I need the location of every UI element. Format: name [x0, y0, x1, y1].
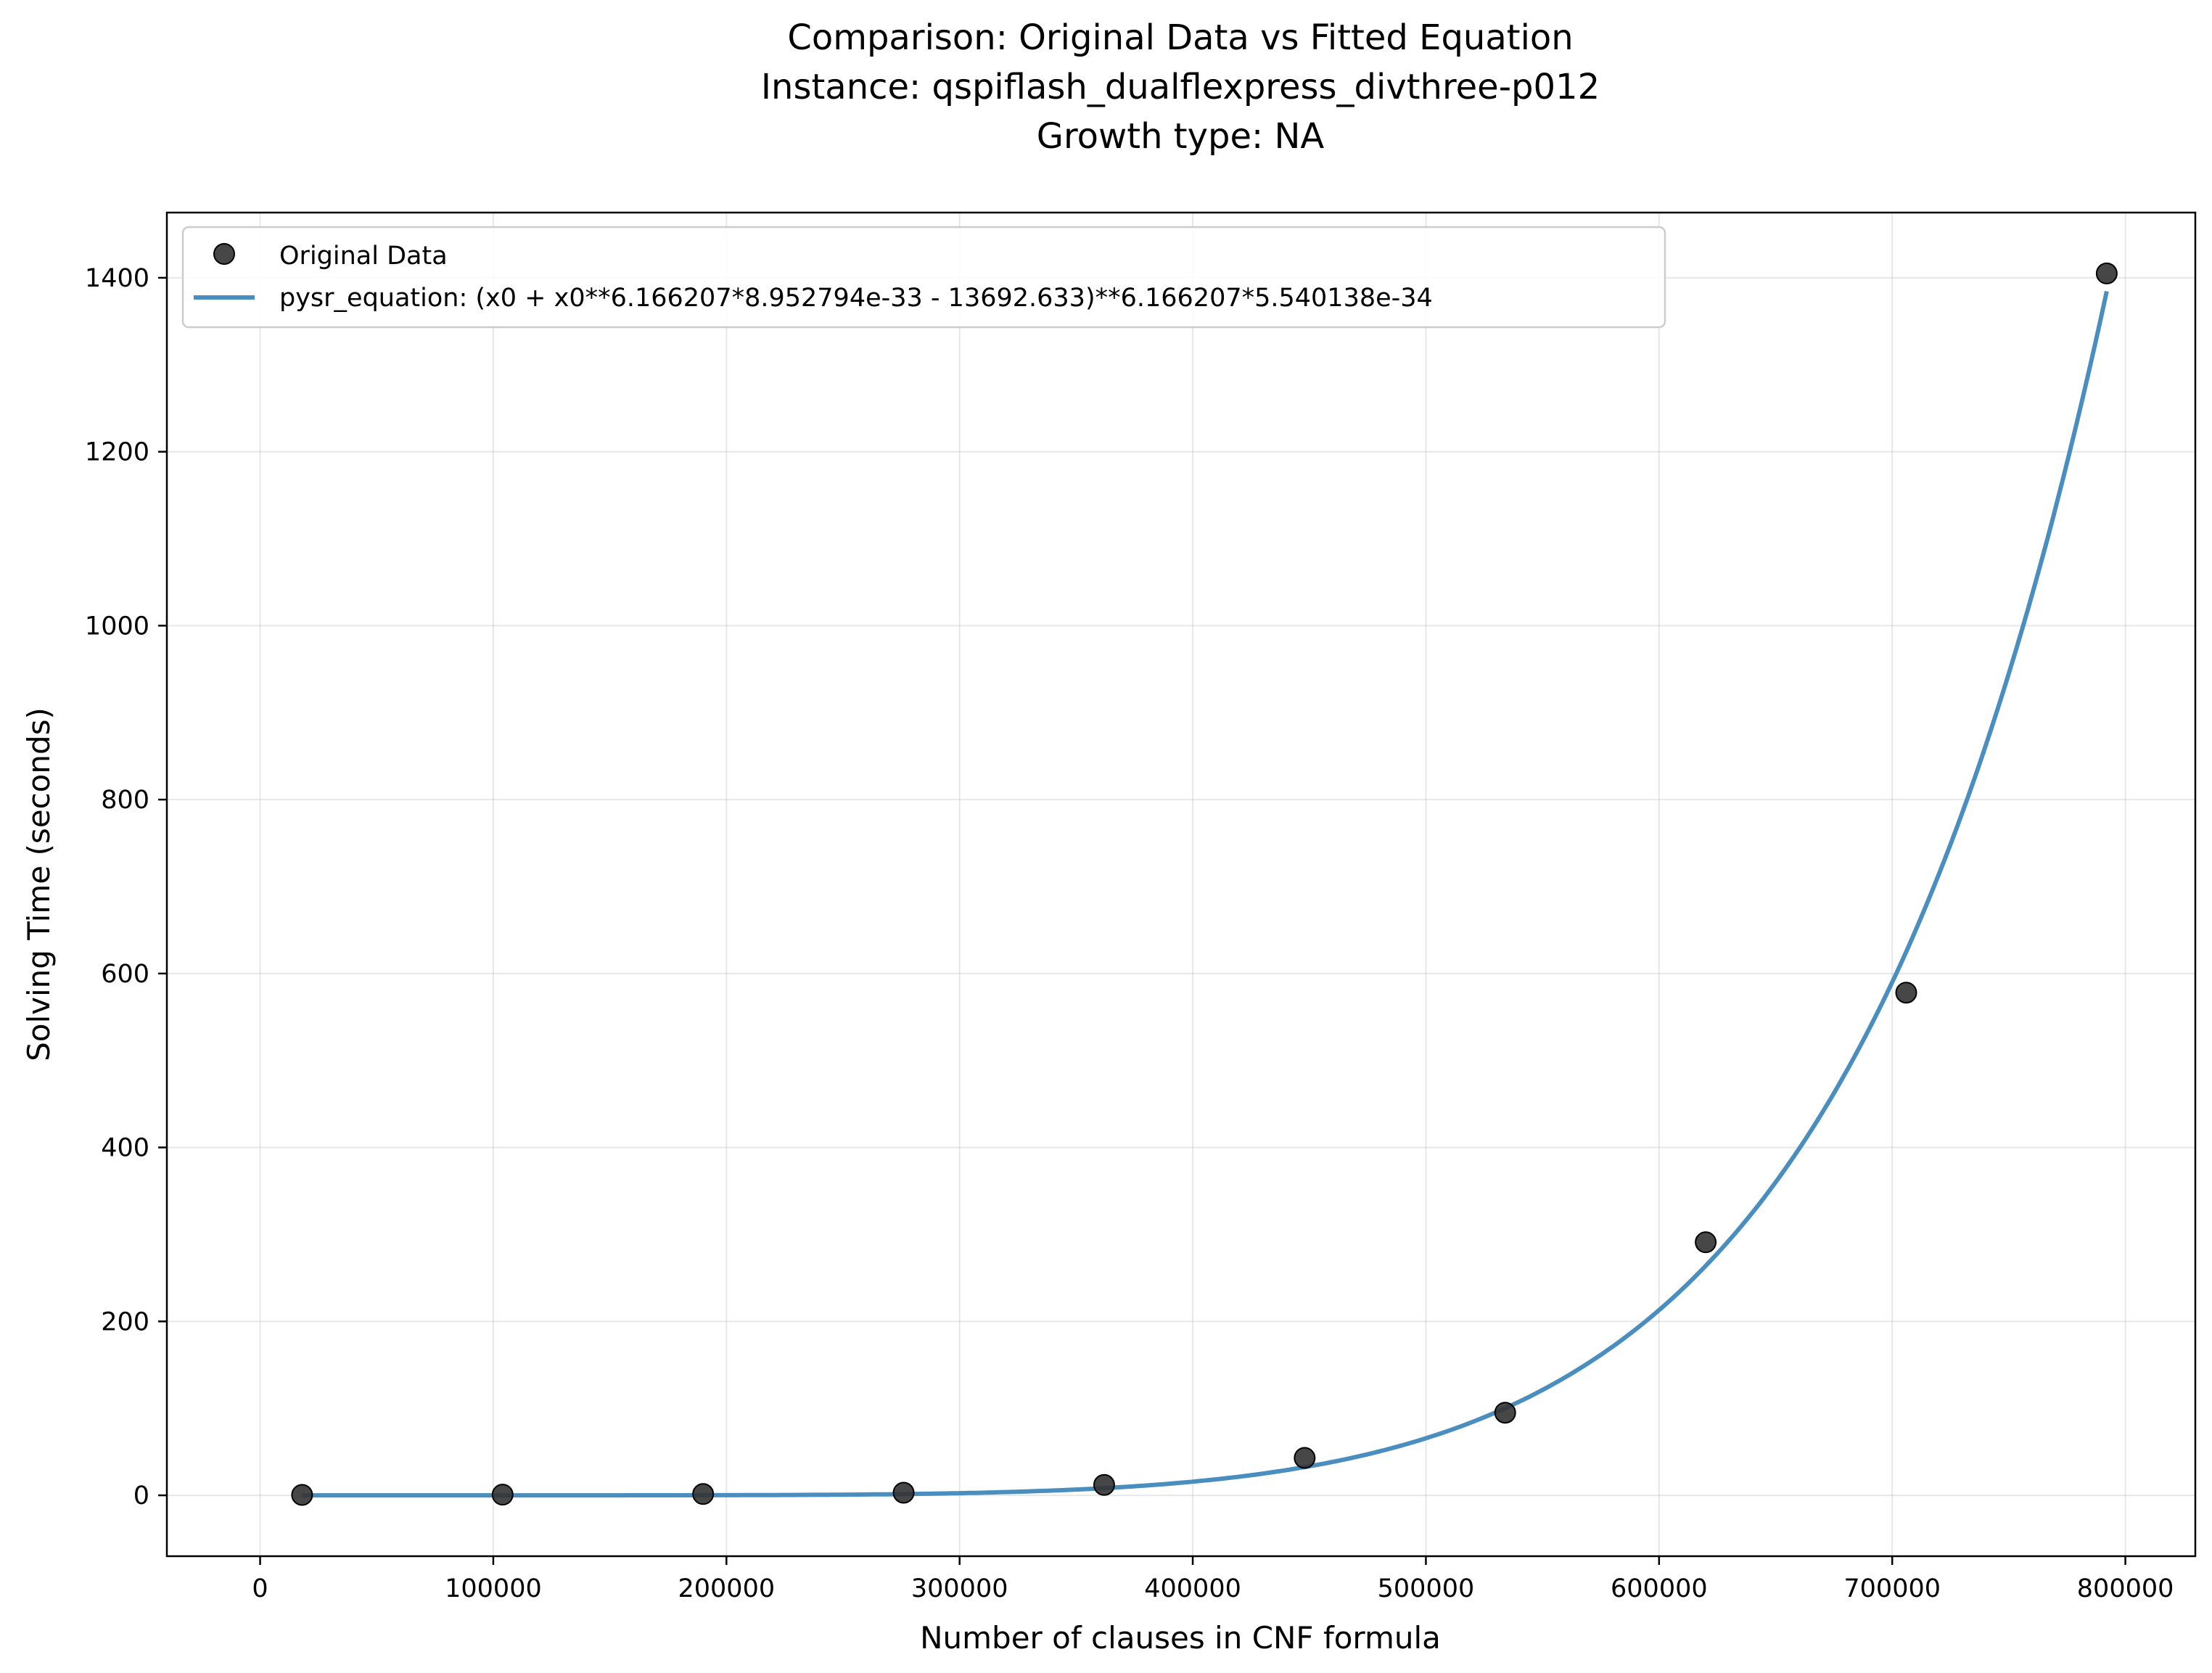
chart-title-line-2: Instance: qspiflash_dualflexpress_divthr… [761, 67, 1600, 107]
y-tick-label: 800 [101, 786, 149, 815]
legend-marker-original-data [213, 243, 235, 265]
legend: Original Data pysr_equation: (x0 + x0**6… [181, 226, 1666, 329]
data-point [1294, 1447, 1316, 1469]
x-axis-label: Number of clauses in CNF formula [920, 1620, 1441, 1656]
data-point [892, 1481, 915, 1504]
legend-label-original-data: Original Data [279, 242, 448, 271]
y-tick-label: 1400 [85, 264, 149, 293]
fitted-equation-line [302, 290, 2109, 1498]
data-point [1093, 1473, 1115, 1496]
y-tick-label: 0 [133, 1481, 149, 1510]
x-tick-label: 800000 [2077, 1574, 2174, 1603]
x-tick-label: 200000 [678, 1574, 776, 1603]
y-tick-label: 200 [101, 1307, 149, 1336]
y-tick-label: 1200 [85, 438, 149, 467]
data-point [1895, 982, 1917, 1004]
y-axis-ticks: 0 200 400 600 800 1000 1200 1400 [85, 264, 167, 1510]
legend-label-pysr-equation: pysr_equation: (x0 + x0**6.166207*8.9527… [279, 284, 1433, 313]
data-point [2095, 262, 2118, 284]
x-tick-label: 400000 [1144, 1574, 1241, 1603]
grid [167, 213, 2195, 1556]
x-tick-label: 500000 [1378, 1574, 1475, 1603]
data-point [1695, 1231, 1717, 1254]
legend-box [181, 226, 1666, 329]
x-axis-ticks: 0 100000 200000 300000 400000 500000 600000 700… [252, 1556, 2174, 1603]
chart-title-line-1: Comparison: Original Data vs Fitted Equa… [787, 17, 1573, 58]
data-point [291, 1484, 313, 1506]
chart-title: Comparison: Original Data vs Fitted Equa… [761, 17, 1600, 157]
x-tick-label: 700000 [1843, 1574, 1941, 1603]
x-tick-label: 100000 [445, 1574, 542, 1603]
data-point [1494, 1402, 1516, 1424]
original-data-points [291, 262, 2118, 1506]
x-tick-label: 300000 [911, 1574, 1008, 1603]
chart-title-line-3: Growth type: NA [1037, 116, 1325, 157]
plot-frame [165, 211, 2197, 1558]
y-tick-label: 1000 [85, 612, 149, 641]
data-point [692, 1483, 715, 1505]
data-point [491, 1484, 514, 1506]
x-tick-label: 600000 [1611, 1574, 1708, 1603]
y-tick-label: 600 [101, 960, 149, 989]
y-axis-label: Solving Time (seconds) [21, 707, 57, 1061]
x-tick-label: 0 [252, 1574, 268, 1603]
y-tick-label: 400 [101, 1134, 149, 1163]
